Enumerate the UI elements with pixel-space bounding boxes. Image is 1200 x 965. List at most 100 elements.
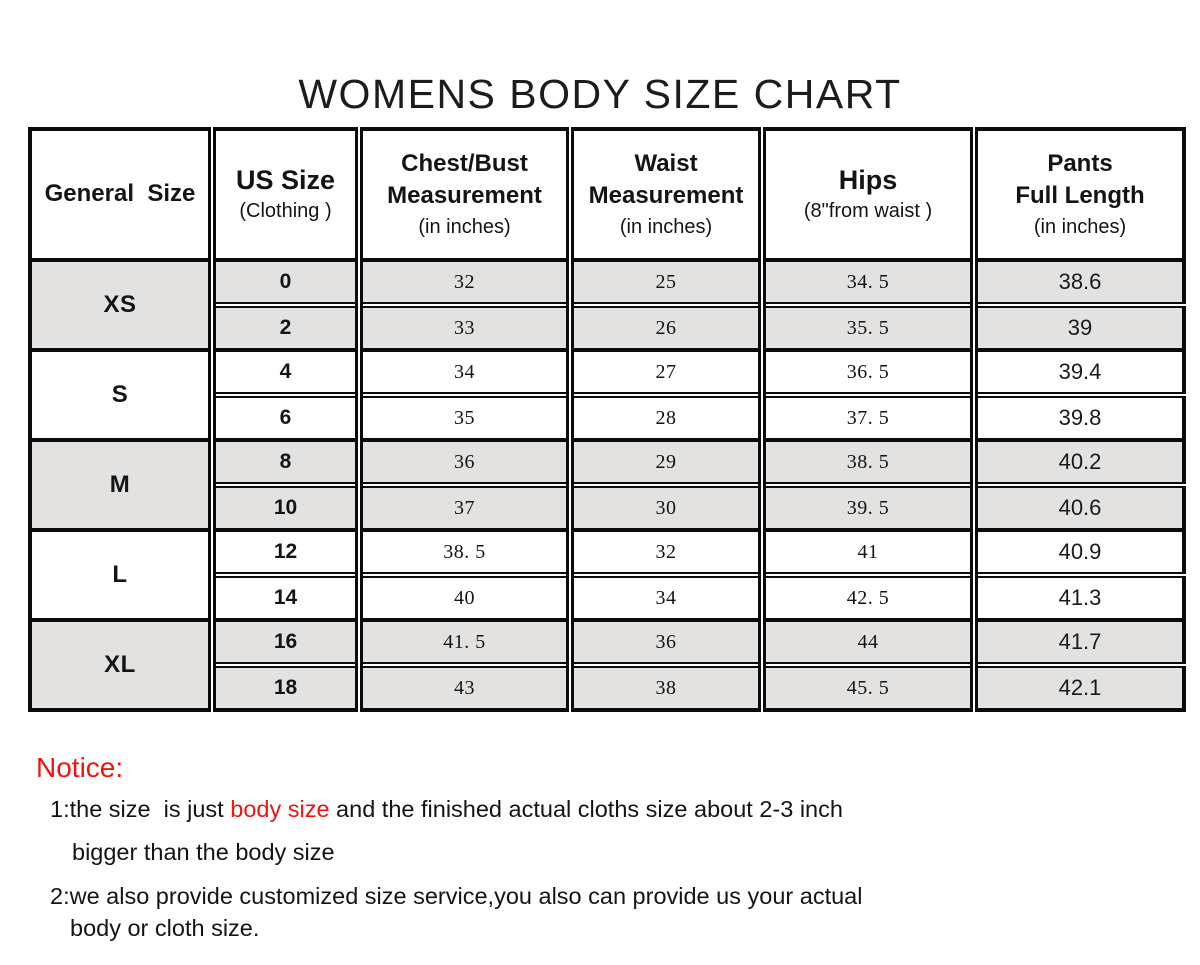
header-cell-pants: Pants Full Length (in inches): [970, 128, 1185, 261]
table-row-us10: 10 37 30 39. 5 40.6: [30, 482, 1185, 531]
waist-cell: 34: [566, 572, 763, 621]
hips-cell: 34. 5: [758, 259, 975, 306]
general-size-cell: XS: [29, 259, 213, 351]
notice-line-1-suffix: and the finished actual cloths size abou…: [329, 796, 843, 823]
general-size-cell: XL: [29, 619, 213, 711]
header-label-us-size: US Size: [235, 164, 336, 195]
table-row-us6: 6 35 28 37. 5 39.8: [30, 392, 1185, 441]
chest-cell: 38. 5: [355, 529, 571, 576]
chest-cell: 34: [355, 349, 571, 396]
hips-cell: 39. 5: [758, 482, 975, 531]
chest-cell: 32: [355, 259, 571, 306]
hips-cell: 41: [758, 529, 975, 576]
hips-cell: 35. 5: [758, 302, 975, 351]
chest-cell: 37: [355, 482, 571, 531]
notice-heading: Notice:: [36, 752, 124, 783]
us-size-cell: 14: [208, 572, 360, 621]
pants-cell: 39: [970, 302, 1185, 351]
header-label-pants: Pants Full Length: [1015, 149, 1145, 209]
notice-line-3: 2:we also provide customized size servic…: [50, 882, 863, 909]
pants-cell: 38.6: [970, 259, 1185, 306]
chest-cell: 41. 5: [355, 619, 571, 666]
us-size-cell: 0: [208, 259, 360, 306]
waist-cell: 26: [566, 302, 763, 351]
waist-cell: 29: [566, 439, 763, 486]
hips-cell: 37. 5: [758, 392, 975, 441]
chest-cell: 36: [355, 439, 571, 486]
notice-line-1-prefix: 1:the size is just: [50, 796, 231, 823]
size-group-s: S 4 34 27 36. 5 39.4 6 35 28 37. 5 39.8: [29, 349, 1185, 441]
header-sublabel-chest: (in inches): [418, 216, 511, 239]
pants-cell: 39.8: [970, 392, 1185, 441]
header-cell-hips: Hips (8"from waist ): [758, 128, 975, 261]
header-cell-us-size: US Size (Clothing ): [208, 128, 360, 261]
pants-cell: 40.2: [970, 439, 1185, 486]
chest-cell: 33: [355, 302, 571, 351]
header-sublabel-pants: (in inches): [1033, 216, 1127, 239]
table-row-us12: L 12 38. 5 32 41 40.9: [29, 529, 1185, 621]
waist-cell: 38: [566, 662, 763, 711]
table-row-us8: M 8 36 29 38. 5 40.2: [29, 439, 1185, 531]
hips-cell: 38. 5: [758, 439, 975, 486]
table-row-us14: 14 40 34 42. 5 41.3: [30, 572, 1185, 621]
pants-cell: 41.7: [970, 619, 1185, 666]
table-row-us2: 2 33 26 35. 5 39: [30, 302, 1185, 351]
general-size-cell: L: [29, 529, 213, 621]
waist-cell: 27: [566, 349, 763, 396]
header-label-waist: Waist Measurement: [588, 149, 744, 209]
header-label-general-size: General Size: [44, 180, 196, 208]
general-size-cell: S: [29, 349, 213, 441]
table-row-us16: XL 16 41. 5 36 44 41.7: [29, 619, 1185, 711]
us-size-cell: 10: [208, 482, 360, 531]
notice-section: Notice: 1:the size is just body size and…: [36, 752, 1156, 944]
us-size-cell: 4: [208, 349, 360, 396]
waist-cell: 36: [566, 619, 763, 666]
size-group-m: M 8 36 29 38. 5 40.2 10 37 30 39. 5 40.6: [29, 439, 1185, 531]
us-size-cell: 6: [208, 392, 360, 441]
size-group-xs: XS 0 32 25 34. 5 38.6 2 33 26 35. 5 39: [29, 259, 1185, 351]
table-header: General Size US Size (Clothing ) Chest/B…: [29, 128, 1185, 261]
notice-line-2: bigger than the body size: [72, 838, 335, 865]
pants-cell: 40.6: [970, 482, 1185, 531]
us-size-cell: 18: [208, 662, 360, 711]
waist-cell: 32: [566, 529, 763, 576]
us-size-cell: 12: [208, 529, 360, 576]
pants-cell: 40.9: [970, 529, 1185, 576]
header-row: General Size US Size (Clothing ) Chest/B…: [29, 128, 1185, 261]
table-row-us4: S 4 34 27 36. 5 39.4: [29, 349, 1185, 441]
table-row-us0: XS 0 32 25 34. 5 38.6: [29, 259, 1185, 351]
header-label-chest: Chest/Bust Measurement: [387, 149, 542, 209]
hips-cell: 42. 5: [758, 572, 975, 621]
size-group-xl: XL 16 41. 5 36 44 41.7 18 43 38 45. 5 42…: [29, 619, 1185, 711]
header-sublabel-us-size: (Clothing ): [239, 200, 332, 223]
general-size-cell: M: [29, 439, 213, 531]
table-row-us18: 18 43 38 45. 5 42.1: [30, 662, 1185, 711]
size-chart-table: General Size US Size (Clothing ) Chest/B…: [28, 127, 1186, 712]
page-title: WOMENS BODY SIZE CHART: [298, 71, 902, 118]
notice-line-4: body or cloth size.: [70, 915, 260, 942]
hips-cell: 45. 5: [758, 662, 975, 711]
chest-cell: 40: [355, 572, 571, 621]
hips-cell: 44: [758, 619, 975, 666]
header-sublabel-hips: (8"from waist ): [803, 200, 933, 223]
pants-cell: 41.3: [970, 572, 1185, 621]
notice-line-1-highlight: body size: [230, 796, 330, 823]
header-cell-general-size: General Size: [29, 128, 213, 261]
header-cell-chest: Chest/Bust Measurement (in inches): [355, 128, 571, 261]
waist-cell: 25: [566, 259, 763, 306]
chest-cell: 35: [355, 392, 571, 441]
chest-cell: 43: [355, 662, 571, 711]
pants-cell: 39.4: [970, 349, 1185, 396]
us-size-cell: 2: [208, 302, 360, 351]
pants-cell: 42.1: [970, 662, 1185, 711]
waist-cell: 28: [566, 392, 763, 441]
header-cell-waist: Waist Measurement (in inches): [566, 128, 763, 261]
header-label-hips: Hips: [838, 164, 898, 195]
size-group-l: L 12 38. 5 32 41 40.9 14 40 34 42. 5 41.…: [29, 529, 1185, 621]
waist-cell: 30: [566, 482, 763, 531]
header-sublabel-waist: (in inches): [619, 216, 713, 239]
us-size-cell: 8: [208, 439, 360, 486]
us-size-cell: 16: [208, 619, 360, 666]
hips-cell: 36. 5: [758, 349, 975, 396]
notice-line-1: 1:the size is just body size and the fin…: [50, 795, 1156, 824]
